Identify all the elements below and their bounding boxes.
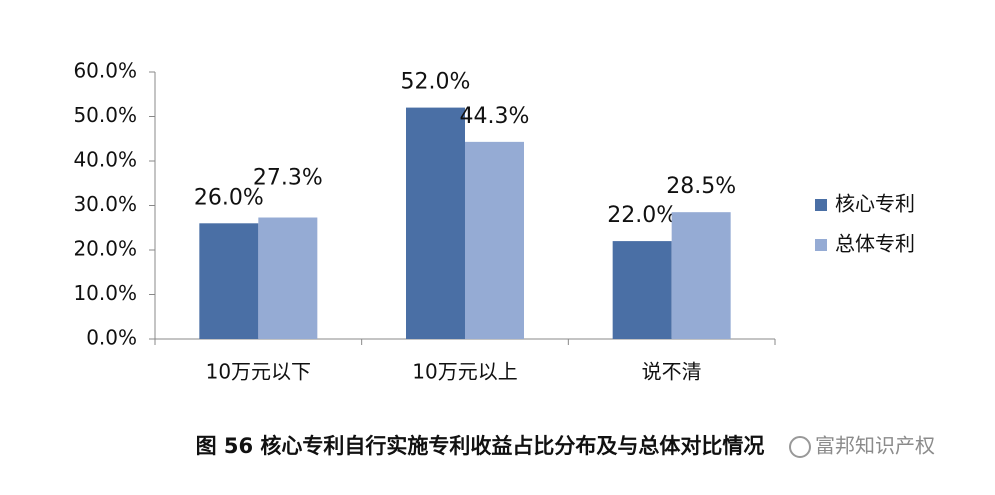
watermark-icon xyxy=(789,436,811,458)
legend-label: 核心专利 xyxy=(835,192,915,216)
value-label: 22.0% xyxy=(607,203,677,228)
y-tick-label: 50.0% xyxy=(73,103,137,127)
bar xyxy=(671,212,731,339)
y-tick-label: 30.0% xyxy=(73,192,137,216)
value-label: 52.0% xyxy=(401,70,471,95)
bar xyxy=(199,223,259,339)
bar xyxy=(406,107,465,339)
legend-label: 总体专利 xyxy=(835,232,915,256)
watermark: 富邦知识产权 xyxy=(815,434,935,458)
watermark-group: 富邦知识产权 xyxy=(789,434,935,458)
x-tick-label: 10万元以上 xyxy=(412,360,517,384)
legend-swatch xyxy=(815,239,827,251)
x-tick-label: 10万元以下 xyxy=(206,360,311,384)
caption: 图 56 核心专利自行实施专利收益占比分布及与总体对比情况 xyxy=(196,434,765,458)
value-label: 44.3% xyxy=(460,104,530,129)
bar xyxy=(612,241,672,339)
y-tick-label: 60.0% xyxy=(73,59,137,83)
x-tick-label: 说不清 xyxy=(642,360,702,384)
y-tick-label: 0.0% xyxy=(86,326,137,350)
value-label: 27.3% xyxy=(253,165,323,190)
y-tick-label: 10.0% xyxy=(73,281,137,305)
bar xyxy=(465,141,524,339)
legend-swatch xyxy=(815,199,827,211)
y-tick-label: 20.0% xyxy=(73,237,137,261)
value-label: 28.5% xyxy=(666,174,736,199)
bar xyxy=(258,217,318,339)
value-label: 26.0% xyxy=(194,185,264,210)
y-tick-label: 40.0% xyxy=(73,148,137,172)
